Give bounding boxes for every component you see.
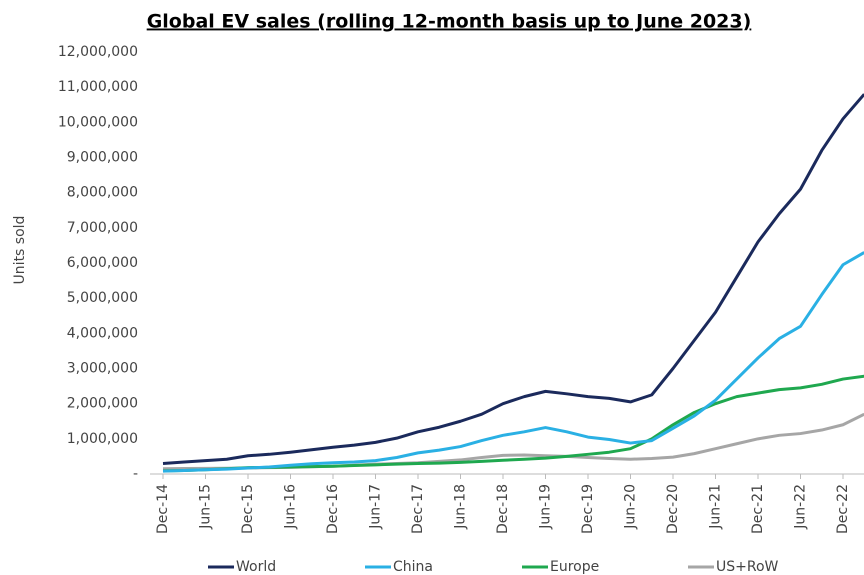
x-tick-label: Dec-20 [665, 484, 681, 534]
x-tick-label: Dec-17 [410, 484, 426, 534]
series-line [162, 93, 864, 465]
x-tick-label: Jun-15 [198, 484, 214, 530]
legend-label: China [393, 559, 433, 575]
y-tick-label: 1,000,000 [67, 431, 138, 447]
y-tick-label: 3,000,000 [67, 361, 138, 377]
y-tick-label: 10,000,000 [58, 114, 138, 130]
x-tick-label: Dec-16 [325, 484, 341, 534]
y-tick-label: 4,000,000 [67, 325, 138, 341]
y-tick-label: 8,000,000 [67, 185, 138, 201]
legend-label: US+RoW [716, 559, 779, 575]
y-tick-label: 7,000,000 [67, 220, 138, 236]
x-tick-label: Jun-17 [368, 484, 384, 530]
y-tick-label: 11,000,000 [58, 79, 138, 95]
x-tick-label: Jun-19 [538, 484, 554, 530]
y-tick-label: 12,000,000 [58, 44, 138, 60]
legend-label: Europe [550, 559, 599, 575]
x-tick-label: Jun-20 [623, 484, 639, 530]
series-line [162, 251, 864, 473]
y-tick-label: 5,000,000 [67, 290, 138, 306]
x-tick-label: Dec-15 [240, 484, 256, 534]
y-tick-label: - [133, 466, 138, 482]
x-tick-label: Dec-19 [580, 484, 596, 534]
y-tick-label: 9,000,000 [67, 150, 138, 166]
x-tick-label: Dec-18 [495, 484, 511, 534]
y-tick-label: 2,000,000 [67, 396, 138, 412]
x-tick-label: Dec-21 [750, 484, 766, 534]
legend-label: World [236, 559, 276, 575]
x-tick-label: Jun-18 [453, 484, 469, 530]
chart-title: Global EV sales (rolling 12-month basis … [147, 11, 752, 33]
x-tick-label: Dec-22 [835, 484, 851, 534]
x-tick-label: Jun-22 [793, 484, 809, 530]
y-axis-label: Units sold [12, 216, 28, 285]
x-tick-label: Jun-21 [708, 484, 724, 530]
x-tick-label: Jun-16 [283, 484, 299, 530]
y-tick-label: 6,000,000 [67, 255, 138, 271]
x-tick-label: Dec-14 [155, 484, 171, 534]
